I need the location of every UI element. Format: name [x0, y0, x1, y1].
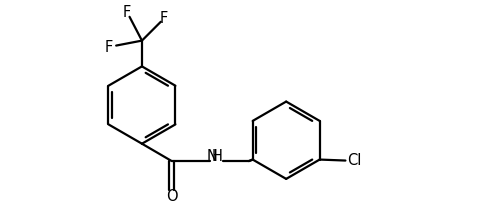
Text: O: O	[166, 189, 177, 204]
Text: H: H	[211, 149, 222, 164]
Text: N: N	[206, 149, 217, 164]
Text: F: F	[122, 5, 131, 20]
Text: Cl: Cl	[347, 153, 361, 168]
Text: F: F	[159, 11, 167, 26]
Text: F: F	[105, 40, 113, 55]
